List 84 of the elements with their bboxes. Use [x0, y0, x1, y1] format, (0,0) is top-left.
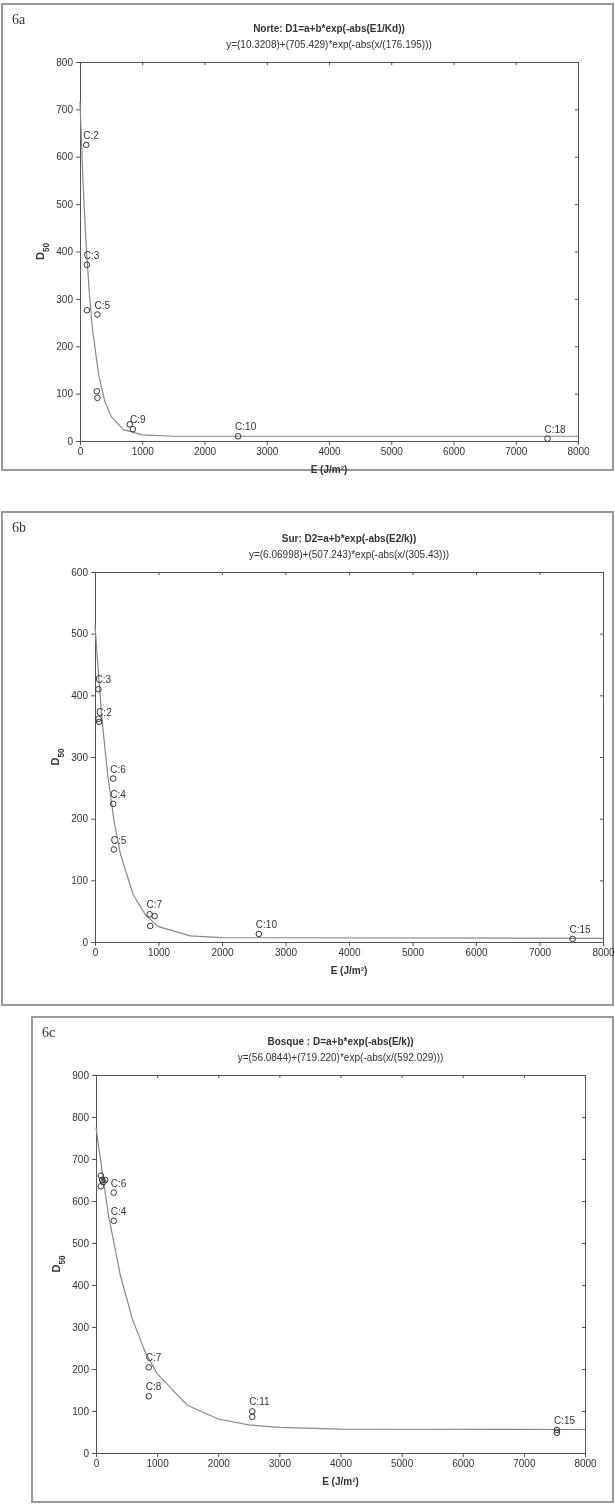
y-tick-label: 900 — [72, 1069, 90, 1081]
y-tick-label: 500 — [71, 628, 89, 640]
x-tick-label: 8000 — [574, 1458, 598, 1470]
x-axis-title: E (J/m²) — [310, 464, 348, 475]
x-tick-label: 6000 — [442, 446, 466, 458]
y-tick-label: 100 — [72, 1405, 90, 1417]
annotation: C:7 — [145, 1352, 162, 1364]
annotation: C:6 — [110, 763, 127, 775]
x-tick-label: 5000 — [391, 1458, 414, 1470]
x-tick-label: 7000 — [528, 947, 552, 959]
annotation: C:3 — [83, 249, 100, 261]
annotation: C:5 — [94, 299, 111, 311]
chart-title: Bosque : D=a+b*exp(-abs(E/k)) — [267, 1036, 414, 1047]
annotation: C:9 — [129, 414, 146, 426]
text: 6a — [12, 12, 26, 27]
annotation: C:4 — [110, 788, 127, 800]
annotation: C:3 — [95, 674, 112, 686]
annotation: C:15 — [569, 923, 592, 935]
y-tick-label: 700 — [56, 104, 74, 116]
y-tick-label: 300 — [56, 293, 74, 305]
x-tick-label: 8000 — [592, 947, 615, 959]
x-tick-label: 2000 — [207, 1458, 231, 1470]
x-tick-label: 0 — [92, 947, 99, 959]
y-tick-label: 500 — [72, 1237, 90, 1249]
y-tick-label: 0 — [67, 435, 74, 447]
x-tick-label: 3000 — [268, 1458, 292, 1470]
annotation: C:5 — [110, 834, 127, 846]
annotation: C:15 — [553, 1414, 576, 1426]
annotation: C:2 — [96, 706, 113, 718]
annotation: C:10 — [255, 918, 278, 930]
y-tick-label: 400 — [56, 246, 74, 258]
x-tick-label: 7000 — [505, 446, 528, 458]
y-tick-label: 0 — [82, 936, 89, 948]
y-tick-label: 200 — [72, 1363, 90, 1375]
x-tick-label: 7000 — [513, 1458, 536, 1470]
annotation: C:8 — [145, 1381, 162, 1393]
text: 6b — [12, 520, 26, 535]
text: 6c — [42, 1025, 56, 1040]
x-tick-label: 8000 — [567, 446, 591, 458]
x-tick-label: 2000 — [211, 947, 235, 959]
x-tick-label: 4000 — [318, 446, 342, 458]
y-tick-label: 500 — [56, 198, 74, 210]
y-tick-label: 700 — [72, 1153, 90, 1165]
annotation: C:2 — [83, 129, 100, 141]
x-tick-label: 4000 — [338, 947, 362, 959]
x-axis-title: E (J/m²) — [322, 1476, 359, 1487]
annotation: C:11 — [249, 1396, 271, 1408]
x-tick-label: 1000 — [146, 1458, 170, 1470]
y-tick-label: 800 — [72, 1111, 90, 1123]
y-tick-label: 200 — [56, 340, 74, 352]
chart-subtitle: y=(10.3208)+(705.429)*exp(-abs(x/(176.195))) — [226, 39, 432, 50]
x-tick-label: 0 — [93, 1458, 100, 1470]
annotation: C:10 — [235, 421, 257, 433]
y-tick-label: 600 — [56, 151, 74, 163]
y-tick-label: 300 — [71, 751, 89, 763]
y-tick-label: 200 — [71, 813, 89, 825]
y-tick-label: 600 — [72, 1195, 90, 1207]
x-tick-label: 4000 — [329, 1458, 353, 1470]
x-tick-label: 2000 — [193, 446, 217, 458]
x-tick-label: 6000 — [465, 947, 489, 959]
x-tick-label: 3000 — [256, 446, 279, 458]
annotation: C:7 — [146, 899, 163, 911]
x-tick-label: 3000 — [274, 947, 298, 959]
y-tick-label: 600 — [71, 566, 89, 578]
x-axis-title: E (J/m²) — [330, 965, 368, 976]
y-tick-label: 100 — [71, 875, 89, 887]
chart-subtitle: y=(6.06998)+(507.243)*exp(-abs(x/(305.43))) — [248, 549, 450, 560]
chart-title: Sur: D2=a+b*exp(-abs(E2/k)) — [281, 533, 417, 544]
x-tick-label: 1000 — [147, 947, 171, 959]
y-tick-label: 300 — [72, 1321, 90, 1333]
y-tick-label: 400 — [72, 1279, 90, 1291]
y-tick-label: 0 — [83, 1447, 90, 1459]
x-tick-label: 1000 — [131, 446, 155, 458]
annotation: C:18 — [544, 423, 567, 435]
y-tick-label: 800 — [56, 56, 74, 68]
x-tick-label: 5000 — [401, 947, 425, 959]
x-tick-label: 6000 — [452, 1458, 475, 1470]
y-tick-label: 100 — [56, 388, 74, 400]
chart-title: Norte: D1=a+b*exp(-abs(E1/Kd)) — [253, 23, 405, 34]
annotation: C:6 — [110, 1177, 127, 1189]
annotation: C:4 — [110, 1205, 127, 1217]
x-tick-label: 5000 — [380, 446, 404, 458]
y-tick-label: 400 — [71, 690, 89, 702]
chart-subtitle: y=(56.0844)+(719.220)*exp(-abs(x/(592.029))) — [237, 1052, 444, 1063]
